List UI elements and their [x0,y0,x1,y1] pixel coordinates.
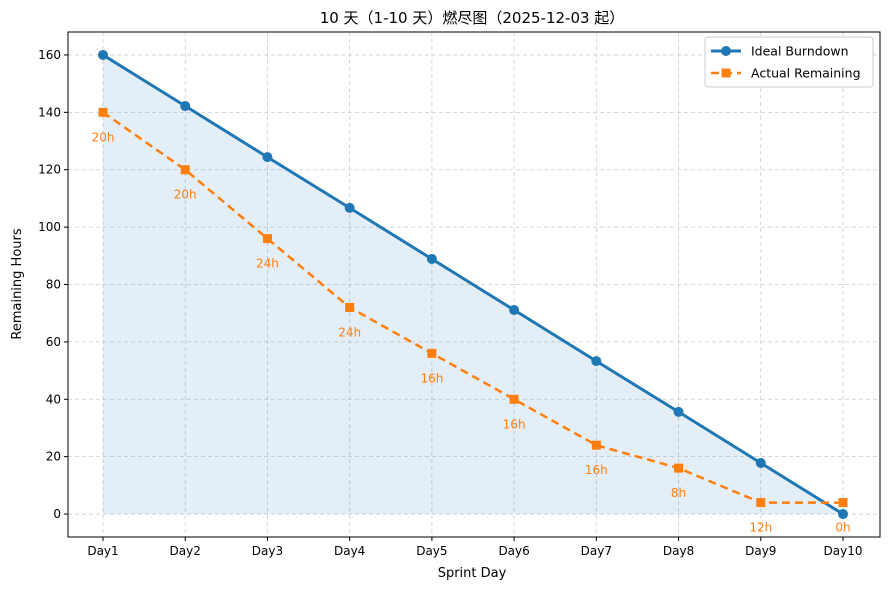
chart-title: 10 天（1-10 天）燃尽图（2025-12-03 起） [320,9,625,27]
y-tick-label: 80 [46,278,61,292]
data-label: 24h [256,257,279,271]
actual-point [180,165,190,175]
y-tick-label: 160 [38,48,61,62]
x-tick-label: Day3 [252,544,283,558]
x-axis-label: Sprint Day [438,566,507,581]
x-tick-label: Day2 [170,544,201,558]
y-tick-label: 120 [38,163,61,177]
y-tick-label: 20 [46,450,61,464]
ideal-point [591,356,602,367]
ideal-point [180,101,191,112]
data-label: 16h [420,371,443,385]
legend-box [704,36,874,88]
actual-point [674,463,684,473]
legend-label: Ideal Burndown [751,44,849,59]
actual-point [838,498,848,508]
data-label: 12h [749,521,772,535]
y-tick-label: 0 [53,507,61,521]
series-line-actual [102,111,843,504]
x-tick-label: Day6 [498,544,529,558]
series-line-ideal [102,53,844,516]
data-label: 20h [174,188,197,202]
x-tick-label: Day4 [334,544,365,558]
x-tick-label: Day1 [87,544,118,558]
y-tick-label: 100 [38,220,61,234]
legend-marker-circle [721,46,731,56]
actual-point [509,394,519,404]
actual-point [756,498,766,508]
data-label: 16h [585,463,608,477]
y-tick-label: 40 [46,392,61,406]
ideal-point [98,49,108,60]
y-tick-label: 60 [46,335,61,349]
legend-label: Actual Remaining [751,66,861,81]
x-tick-label: Day7 [581,544,612,558]
ideal-point [509,305,520,316]
ideal-point [262,152,273,163]
x-tick-label: Day9 [745,544,776,558]
data-label: 24h [338,325,361,339]
data-label: 16h [503,417,526,431]
data-label: 8h [671,486,686,500]
ideal-point [344,202,355,213]
actual-point [262,234,272,244]
actual-point [591,440,601,450]
ideal-point [755,457,766,468]
data-label: 20h [92,130,115,144]
actual-point [345,302,355,312]
legend: Ideal Burndown Actual Remaining [704,36,874,88]
actual-point [427,348,437,358]
legend-marker-square [721,68,731,78]
x-tick-label: Day8 [663,544,694,558]
x-tick-label: Day10 [824,544,863,558]
ideal-point [426,253,437,264]
x-tick-label: Day5 [416,544,447,558]
ideal-point [673,406,684,417]
y-axis-label: Remaining Hours [10,228,25,339]
y-tick-label: 140 [38,105,61,119]
data-label: 0h [835,521,850,535]
ideal-point [838,509,848,520]
actual-point [98,107,108,117]
